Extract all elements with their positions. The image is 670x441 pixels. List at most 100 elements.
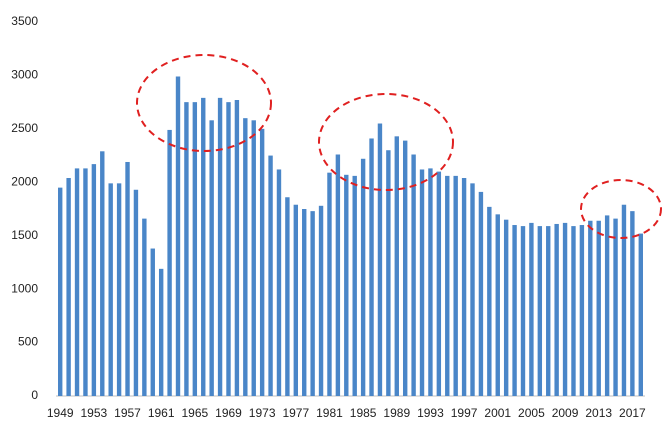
bar — [453, 175, 458, 396]
bar — [116, 183, 122, 396]
bar — [335, 154, 341, 396]
bar — [537, 226, 543, 396]
bar — [217, 97, 223, 397]
x-tick-label: 1993 — [417, 406, 444, 420]
bar — [344, 174, 349, 396]
bar — [285, 197, 290, 396]
x-tick-label: 1953 — [81, 406, 108, 420]
x-tick-label: 1997 — [451, 406, 478, 420]
bar — [318, 205, 324, 396]
x-tick-label: 1989 — [383, 406, 410, 420]
bar — [100, 151, 105, 396]
bar — [613, 218, 618, 396]
x-tick-label: 1981 — [316, 406, 343, 420]
bar — [293, 204, 299, 396]
bar — [411, 154, 416, 396]
bar — [142, 218, 147, 396]
bar — [234, 100, 240, 397]
y-tick-label: 1500 — [11, 228, 38, 242]
bar — [243, 118, 248, 397]
bar — [630, 211, 635, 396]
bar — [445, 175, 450, 396]
y-tick-label: 2500 — [11, 121, 38, 135]
bar — [259, 128, 265, 396]
y-tick-label: 2000 — [11, 174, 38, 188]
x-tick-label: 1957 — [114, 406, 141, 420]
y-tick-label: 1000 — [11, 281, 38, 295]
bar — [360, 158, 366, 396]
x-tick-label: 1949 — [47, 406, 74, 420]
x-tick-label: 1977 — [282, 406, 309, 420]
bar — [604, 215, 610, 396]
bar — [66, 178, 71, 396]
bar — [83, 168, 88, 396]
bar — [529, 222, 534, 396]
bar — [184, 102, 189, 397]
bar — [310, 211, 315, 396]
bar — [461, 178, 467, 396]
x-tick-label: 2017 — [619, 406, 646, 420]
bar — [175, 76, 181, 397]
bar — [251, 120, 256, 397]
bar — [91, 164, 97, 396]
bar — [302, 209, 307, 396]
bar — [503, 219, 509, 396]
x-tick-label: 1961 — [148, 406, 175, 420]
bar — [478, 191, 484, 396]
x-tick-label: 1969 — [215, 406, 242, 420]
bar — [512, 225, 517, 396]
x-tick-label: 2013 — [585, 406, 612, 420]
x-tick-label: 2005 — [518, 406, 545, 420]
bar — [588, 220, 593, 396]
bar — [470, 183, 475, 396]
bar — [436, 171, 442, 396]
bar — [150, 248, 155, 396]
y-tick-label: 3000 — [11, 68, 38, 82]
y-tick-label: 3500 — [11, 14, 38, 28]
bar — [201, 97, 206, 397]
bar — [419, 169, 425, 396]
bar — [487, 206, 492, 396]
bar — [226, 102, 231, 397]
bar — [562, 222, 568, 396]
highlight-ellipse — [580, 179, 662, 239]
bar — [327, 172, 332, 396]
bar — [74, 168, 80, 396]
bar — [108, 183, 113, 396]
bar — [554, 223, 559, 396]
annotations — [136, 54, 662, 239]
bar — [394, 136, 399, 396]
bar — [386, 150, 391, 396]
x-tick-label: 2001 — [484, 406, 511, 420]
bar — [428, 168, 433, 396]
bar — [158, 268, 164, 396]
bar — [571, 226, 576, 396]
bar — [369, 138, 374, 396]
x-tick-label: 2009 — [552, 406, 579, 420]
bar — [377, 123, 383, 396]
bar — [167, 129, 172, 396]
bar — [402, 140, 408, 396]
bar — [621, 204, 627, 396]
highlight-ellipse — [318, 93, 454, 191]
bar — [133, 189, 139, 396]
bar — [125, 161, 130, 396]
bar — [209, 120, 214, 397]
x-tick-label: 1985 — [350, 406, 377, 420]
bar — [276, 169, 282, 396]
bar — [268, 155, 273, 396]
bar — [58, 187, 63, 396]
x-tick-label: 1973 — [249, 406, 276, 420]
bar — [579, 225, 585, 396]
bar — [192, 102, 198, 397]
bar — [495, 214, 500, 396]
bar — [352, 175, 357, 396]
x-tick-label: 1965 — [181, 406, 208, 420]
bar — [546, 226, 551, 396]
bar — [520, 226, 526, 396]
bar — [596, 220, 601, 396]
y-tick-label: 500 — [18, 335, 38, 349]
highlight-ellipse — [136, 54, 272, 152]
